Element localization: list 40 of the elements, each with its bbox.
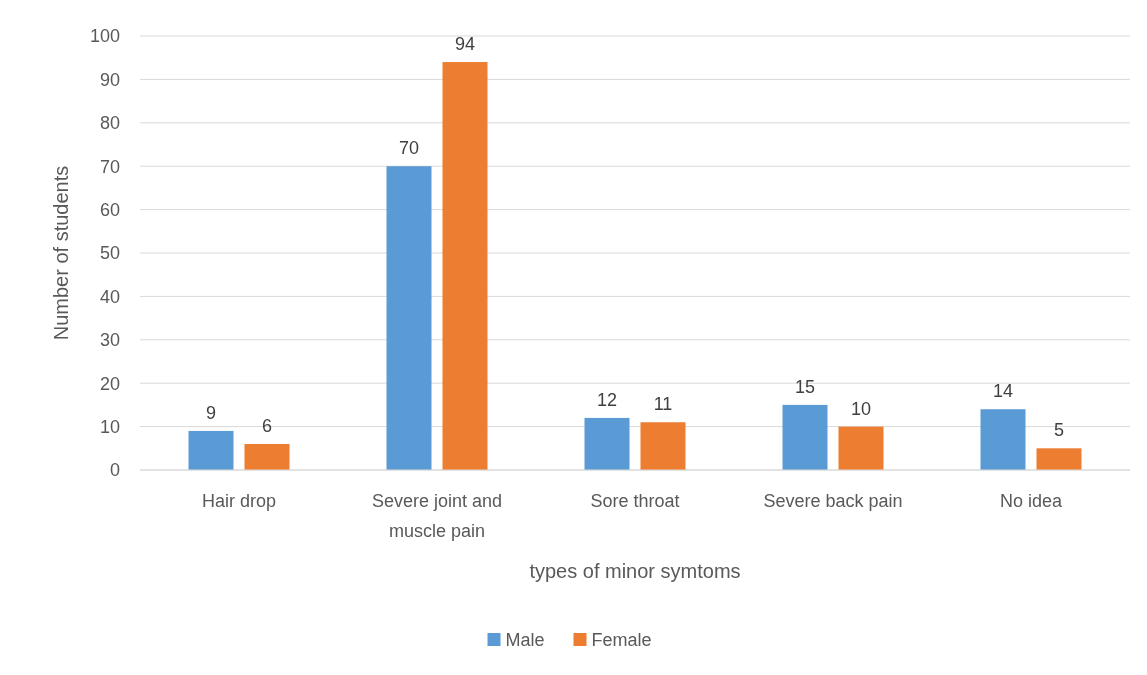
y-tick-label: 80: [99, 113, 120, 134]
y-tick-label: 0: [109, 460, 120, 481]
bar: [782, 404, 828, 470]
y-tick-label: 10: [99, 416, 120, 437]
bar: [584, 417, 630, 470]
y-tick-label: 40: [99, 286, 120, 307]
legend-label: Male: [505, 630, 545, 651]
bar: [442, 62, 488, 470]
data-label: 10: [850, 398, 872, 419]
data-label: 94: [454, 34, 476, 55]
data-label: 15: [794, 376, 816, 397]
bar: [244, 443, 290, 470]
x-tick-label: Sore throat: [590, 491, 680, 511]
bar: [640, 422, 686, 470]
bar: [1036, 448, 1082, 470]
y-tick-label: 100: [89, 26, 120, 47]
legend-label: Female: [591, 630, 652, 651]
data-label: 11: [653, 394, 673, 415]
x-tick-label: No idea: [999, 491, 1064, 511]
bar: [188, 430, 234, 470]
data-label: 9: [205, 402, 217, 423]
x-axis-title: types of minor symtoms: [529, 560, 741, 582]
y-tick-label: 20: [99, 373, 120, 394]
y-tick-label: 60: [99, 199, 120, 220]
data-label: 5: [1053, 420, 1065, 441]
x-tick-label: Severe back pain: [763, 491, 903, 511]
y-tick-label: 50: [99, 243, 120, 264]
y-tick-label: 90: [99, 69, 120, 90]
x-tick-label: Hair drop: [201, 491, 277, 511]
bar: [386, 166, 432, 470]
y-axis-title: Number of students: [50, 165, 72, 341]
y-tick-label: 70: [99, 156, 120, 177]
data-label: 70: [398, 138, 420, 159]
bar: [980, 409, 1026, 470]
data-label: 6: [261, 415, 273, 436]
x-tick-label: Severe joint and muscle pain: [371, 491, 503, 541]
y-tick-label: 30: [99, 330, 120, 351]
data-label: 14: [992, 381, 1014, 402]
data-label: 12: [596, 389, 618, 410]
bar: [838, 426, 884, 470]
